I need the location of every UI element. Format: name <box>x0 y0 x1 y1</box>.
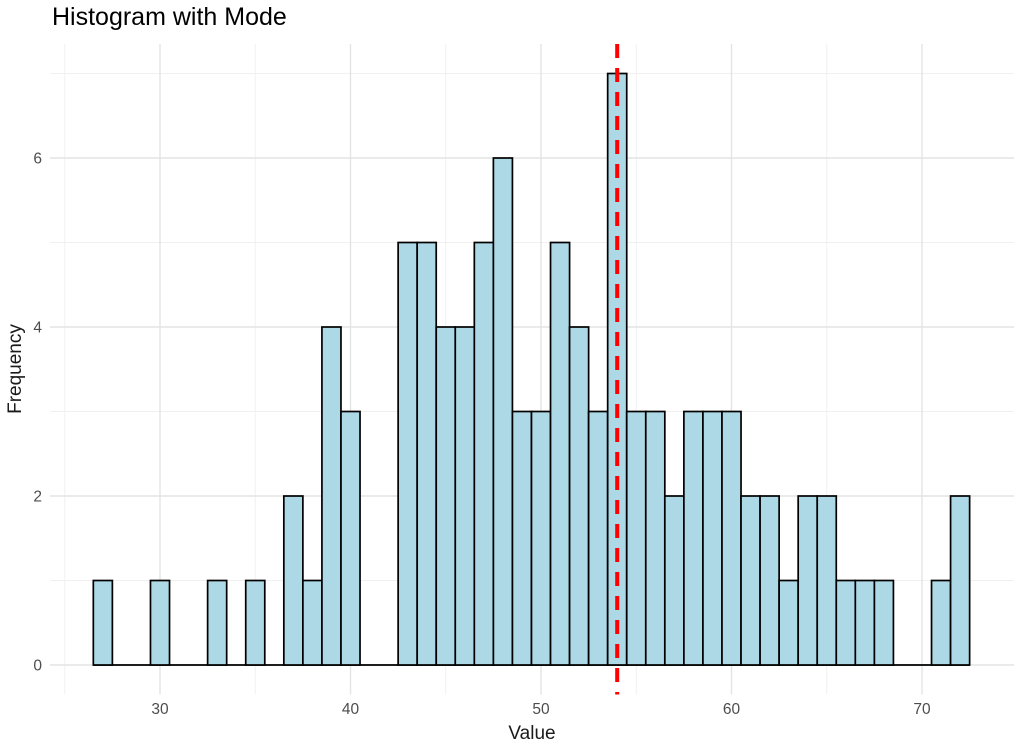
histogram-bar-60 <box>721 410 742 666</box>
histogram-bar-53 <box>587 410 609 666</box>
x-tick-label-70: 70 <box>913 701 931 718</box>
histogram-bar-64 <box>797 495 819 666</box>
x-axis-title: Value <box>508 723 556 744</box>
histogram-bar-63 <box>778 579 800 666</box>
histogram-bar-66 <box>835 579 857 666</box>
y-tick-label-2: 2 <box>33 489 42 506</box>
histogram-bar-55 <box>625 410 647 666</box>
histogram-bar-57 <box>663 495 685 666</box>
histogram-bar-62 <box>759 495 780 666</box>
histogram-bar-72 <box>949 495 971 666</box>
x-tick-label-60: 60 <box>723 701 741 718</box>
histogram-bar-33 <box>206 579 228 666</box>
y-tick-label-0: 0 <box>33 658 42 675</box>
histogram-bar-65 <box>816 495 838 666</box>
x-tick-label-30: 30 <box>151 701 169 718</box>
histogram-bar-38 <box>302 579 323 666</box>
histogram-bar-67 <box>854 579 876 666</box>
histogram-bar-30 <box>149 579 171 666</box>
histogram-bar-51 <box>549 241 571 666</box>
histogram-bar-27 <box>92 579 114 666</box>
histogram-bar-39 <box>321 326 342 666</box>
histogram-bar-58 <box>683 410 704 666</box>
histogram-bar-59 <box>702 410 723 666</box>
histogram-bar-37 <box>282 495 304 666</box>
histogram-bar-44 <box>416 241 438 666</box>
histogram-bar-46 <box>454 326 476 666</box>
histogram-bar-52 <box>568 326 590 666</box>
histogram-bar-71 <box>930 579 952 666</box>
histogram-bar-50 <box>530 410 552 666</box>
histogram-bar-40 <box>340 410 361 666</box>
x-tick-label-40: 40 <box>342 701 360 718</box>
histogram-bar-48 <box>492 157 514 666</box>
histogram-bar-49 <box>511 410 533 666</box>
y-tick-label-4: 4 <box>33 320 42 337</box>
histogram-bar-56 <box>644 410 666 666</box>
x-tick-label-50: 50 <box>532 701 550 718</box>
histogram-bar-68 <box>873 579 895 666</box>
y-tick-label-6: 6 <box>33 151 42 168</box>
histogram-bar-61 <box>740 495 761 666</box>
histogram-bar-35 <box>244 579 266 666</box>
chart-title: Histogram with Mode <box>52 3 287 31</box>
histogram-bar-43 <box>397 241 419 666</box>
histogram-bar-45 <box>435 326 457 666</box>
histogram-bar-47 <box>473 241 495 666</box>
